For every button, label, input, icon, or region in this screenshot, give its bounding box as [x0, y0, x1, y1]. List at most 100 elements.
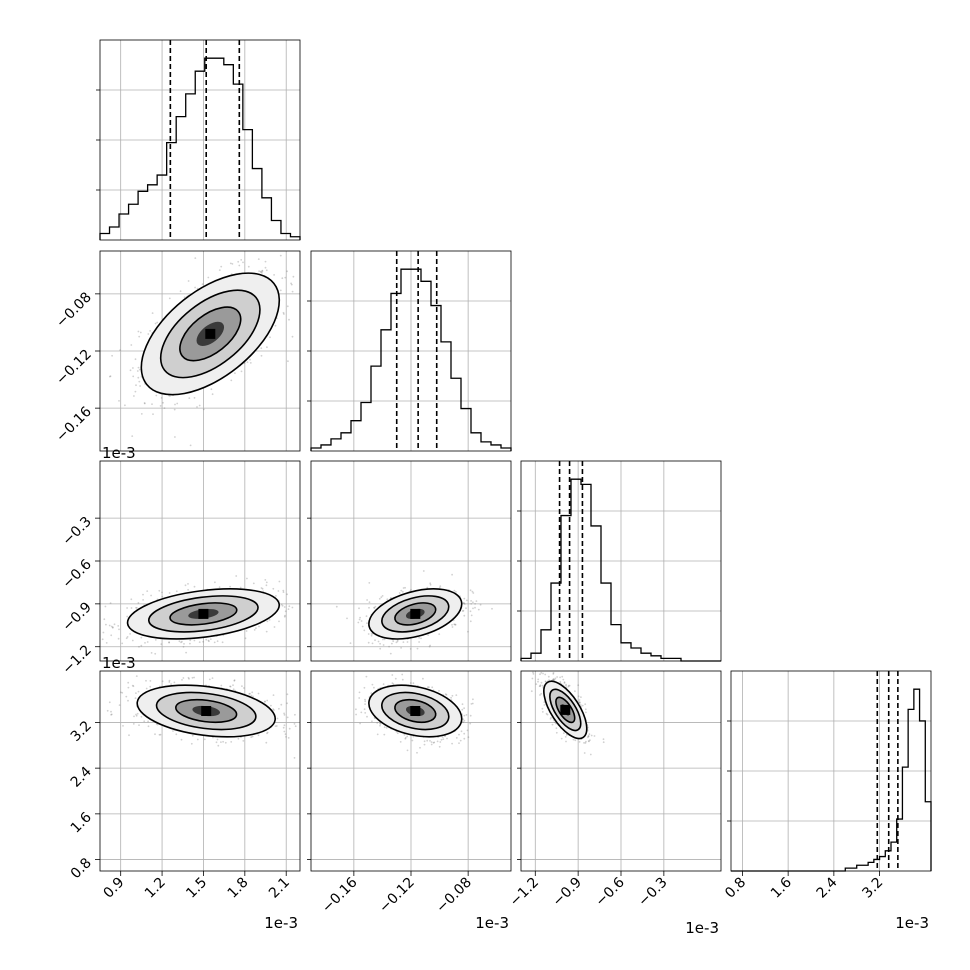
scatter-point [239, 586, 242, 589]
scatter-point [251, 735, 254, 738]
scatter-point [364, 712, 367, 714]
scatter-point [233, 679, 236, 682]
scatter-point [260, 347, 263, 350]
scatter-point [416, 751, 418, 754]
scatter-point [453, 589, 456, 592]
scatter-point [132, 723, 135, 725]
scatter-point [392, 640, 395, 643]
scatter-point [422, 570, 425, 572]
scatter-point [146, 641, 149, 643]
scatter-point [412, 682, 415, 685]
scatter-point [402, 587, 405, 589]
scatter-point [135, 713, 137, 716]
scatter-point [367, 641, 370, 644]
scatter-point [113, 623, 116, 626]
scatter-point [181, 640, 183, 643]
scatter-point [396, 732, 399, 735]
scatter-point [366, 715, 368, 718]
scatter-point [291, 290, 294, 293]
scatter-point [395, 641, 398, 644]
scatter-point [272, 708, 275, 710]
scatter-point [117, 637, 120, 640]
scatter-point [182, 677, 185, 679]
scatter-point [218, 269, 221, 271]
scatter-point [386, 598, 389, 601]
scatter-point [360, 711, 363, 714]
scatter-point [367, 633, 370, 635]
scatter-point [158, 733, 161, 736]
scatter-point [110, 713, 113, 716]
scatter-point [370, 634, 373, 637]
scatter-point [131, 684, 134, 687]
scatter-point [140, 644, 143, 647]
scatter-point [471, 590, 474, 593]
scatter-point [475, 600, 478, 602]
scatter-point [349, 642, 352, 644]
scatter-point [555, 731, 558, 734]
scatter-point [242, 740, 245, 742]
scatter-point [282, 726, 285, 729]
scatter-point [147, 725, 150, 728]
scatter-point [430, 741, 433, 743]
scatter-point [454, 623, 456, 626]
scatter-point [577, 684, 580, 687]
scatter-point [365, 675, 368, 678]
scatter-point [196, 406, 198, 408]
scatter-point [587, 740, 590, 742]
scatter-point [266, 699, 269, 702]
scatter-point [438, 633, 441, 635]
scatter-point [404, 586, 406, 589]
scatter-point [188, 397, 191, 399]
scatter-point [451, 626, 454, 628]
scatter-point [466, 599, 468, 602]
scatter-point [139, 385, 142, 387]
scatter-point [409, 648, 412, 650]
scatter-point [412, 735, 415, 738]
scatter-point [111, 626, 114, 629]
scatter-point [376, 733, 379, 736]
scatter-point [126, 607, 128, 609]
scatter-point [130, 598, 133, 601]
scatter-point [539, 684, 542, 687]
scatter-point [444, 693, 447, 696]
scatter-point [373, 606, 375, 609]
scatter-point [208, 640, 210, 643]
scatter-point [170, 683, 173, 686]
scatter-point [255, 627, 257, 629]
scatter-point [229, 685, 232, 688]
scatter-point [258, 270, 260, 272]
scatter-point [187, 676, 190, 679]
scatter-point [127, 686, 130, 689]
scatter-point [247, 265, 250, 268]
scatter-point [142, 593, 144, 596]
scatter-point [266, 620, 269, 623]
scatter-point [104, 605, 107, 608]
scatter-point [363, 629, 366, 632]
scatter-point [439, 585, 442, 587]
scatter-point [161, 680, 164, 683]
scatter-point [275, 725, 278, 727]
scatter-point [451, 624, 453, 626]
scatter-point [218, 586, 221, 589]
scatter-point [261, 272, 263, 274]
scatter-point [450, 696, 452, 699]
scatter-point [532, 673, 535, 675]
scatter-point [461, 703, 464, 706]
scatter-point [272, 587, 275, 590]
scatter-point [360, 620, 363, 622]
scatter-point [562, 732, 565, 735]
scatter-point [371, 683, 374, 686]
scatter-point [110, 713, 112, 716]
scatter-point [187, 280, 190, 282]
scatter-point [374, 605, 377, 608]
scatter-point [268, 619, 271, 621]
scatter-point [135, 692, 137, 694]
scatter-point [411, 739, 414, 742]
scatter-point [178, 640, 181, 643]
scatter-point [471, 702, 474, 705]
scatter-point [222, 740, 225, 743]
scatter-point [101, 638, 104, 641]
scatter-point [565, 685, 567, 687]
scatter-point [416, 647, 419, 650]
scatter-point [572, 738, 575, 741]
